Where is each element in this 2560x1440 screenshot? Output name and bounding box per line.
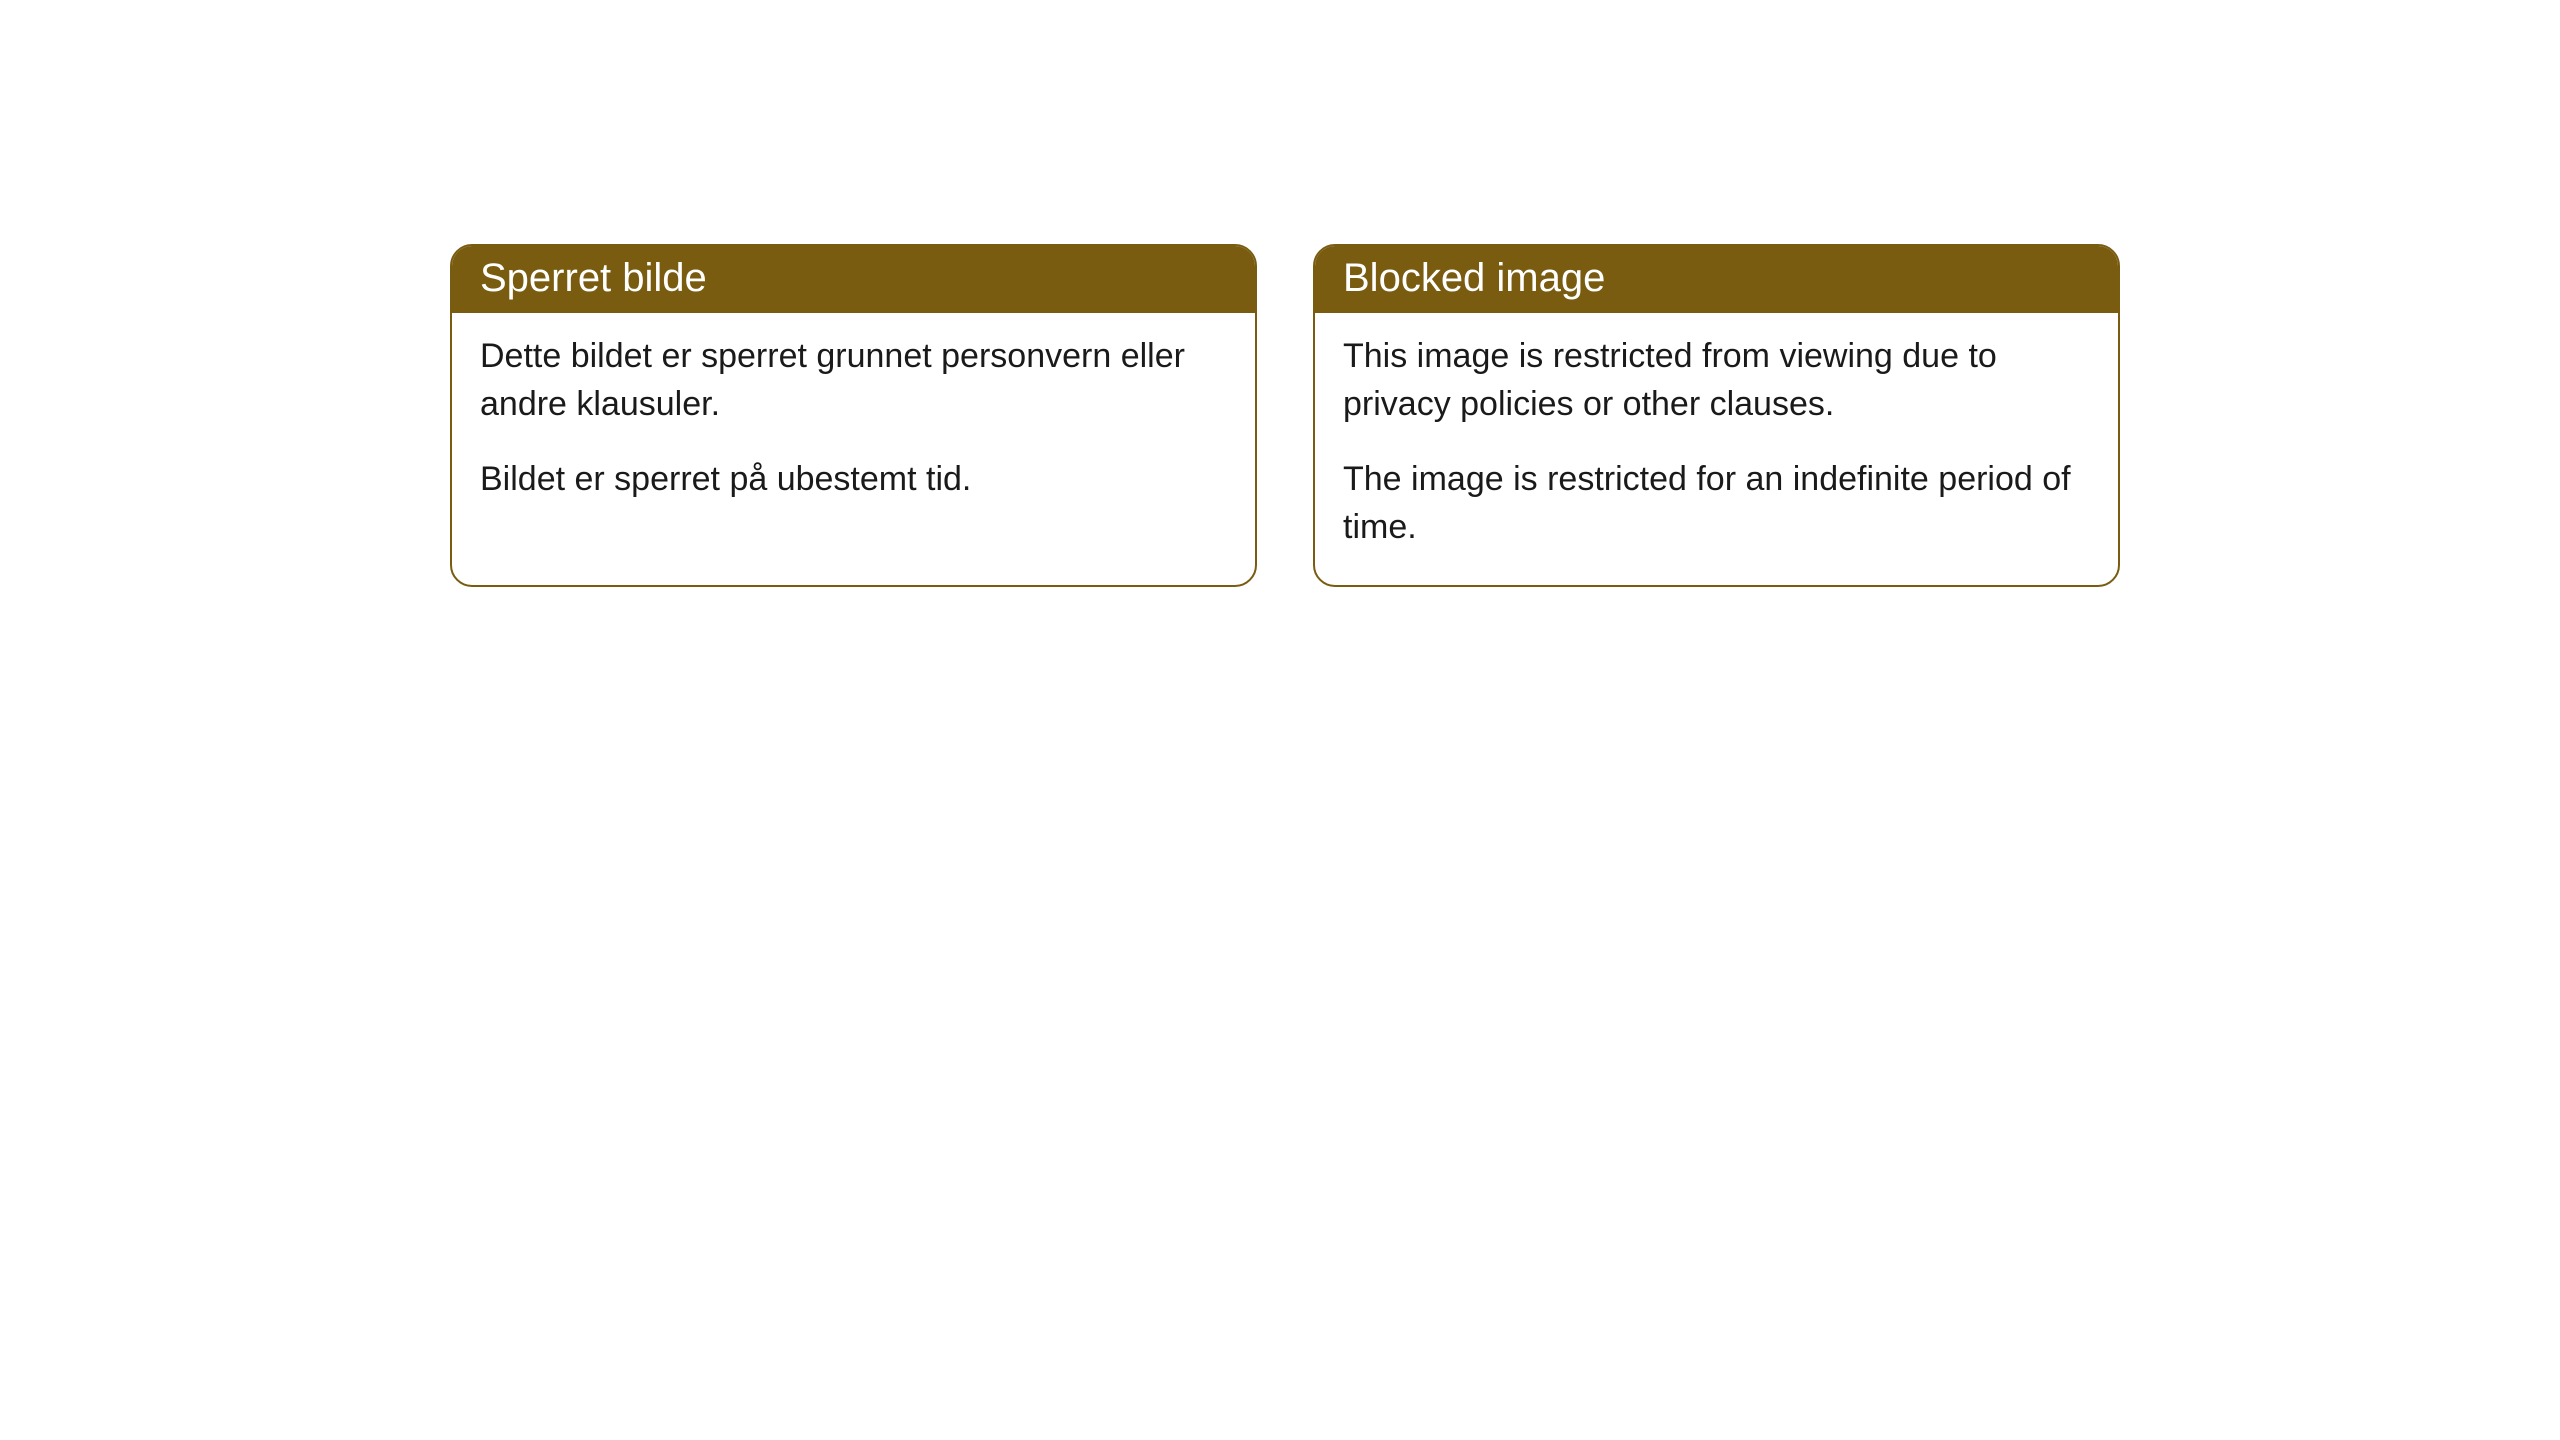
blocked-image-card-no: Sperret bilde Dette bildet er sperret gr…: [450, 244, 1257, 587]
card-text-en-2: The image is restricted for an indefinit…: [1343, 456, 2090, 551]
card-text-no-2: Bildet er sperret på ubestemt tid.: [480, 456, 1227, 504]
card-header-no: Sperret bilde: [452, 246, 1255, 313]
card-body-no: Dette bildet er sperret grunnet personve…: [452, 313, 1255, 538]
card-text-en-1: This image is restricted from viewing du…: [1343, 333, 2090, 428]
blocked-image-card-en: Blocked image This image is restricted f…: [1313, 244, 2120, 587]
card-text-no-1: Dette bildet er sperret grunnet personve…: [480, 333, 1227, 428]
card-header-en: Blocked image: [1315, 246, 2118, 313]
notice-cards-container: Sperret bilde Dette bildet er sperret gr…: [450, 244, 2120, 587]
card-body-en: This image is restricted from viewing du…: [1315, 313, 2118, 585]
